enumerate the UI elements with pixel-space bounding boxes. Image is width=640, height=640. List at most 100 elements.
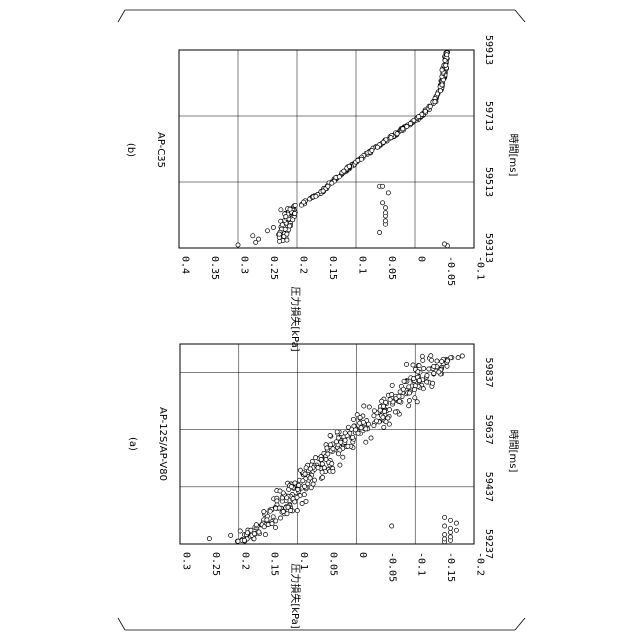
data-point [293,203,297,207]
data-point [320,470,324,474]
data-point [262,525,266,529]
data-point [382,425,386,429]
data-point [343,431,347,435]
data-point [425,380,429,384]
data-point [285,496,289,500]
data-point [295,509,299,513]
data-point [245,531,249,535]
y-tick-label: 0.05 [328,552,339,576]
data-point [316,466,320,470]
data-point [448,518,452,522]
data-point [297,483,301,487]
data-point [288,207,292,211]
data-point [252,532,256,536]
data-point [283,227,287,231]
data-point [412,377,416,381]
data-point [265,518,269,522]
frame-bottom-left [118,618,125,630]
x-tick-label: 59313 [483,233,494,263]
data-point [374,419,378,423]
y-tick-label: 0 [357,552,368,558]
data-point [339,440,343,444]
data-point [364,427,368,431]
data-point [291,218,295,222]
data-point [413,396,417,400]
data-point [386,191,390,195]
data-point [277,232,281,236]
data-point [421,358,425,362]
data-point [351,435,355,439]
data-point [381,184,385,188]
data-point [390,524,394,528]
data-point [285,238,289,242]
data-point [383,211,387,215]
frame-top-left [118,10,125,22]
data-point [302,200,306,204]
data-point [289,485,293,489]
data-point [236,243,240,247]
data-point [301,479,305,483]
plot-frame-b [179,50,474,248]
data-point [407,391,411,395]
data-point [425,373,429,377]
data-point [319,457,323,461]
data-point [402,379,406,383]
data-point [270,522,274,526]
y-axis-label-b: 圧力損失[kPa] [289,286,302,351]
data-point [359,426,363,430]
data-point [265,229,269,233]
data-point [413,384,417,388]
data-point [384,420,388,424]
y-tick-label: 0 [416,256,427,262]
data-point [324,457,328,461]
data-point [397,394,401,398]
data-point [262,510,266,514]
data-point [404,362,408,366]
x-axis-label-b: 時間[ms] [507,134,519,177]
data-point [407,399,411,403]
data-point [346,425,350,429]
grid-b [179,50,474,248]
data-point [326,184,330,188]
data-point [343,438,347,442]
y-tick-label: -0.15 [445,552,456,582]
y-tick-labels-b: 0.40.350.30.250.20.150.10.050-0.05-0.1 [180,256,486,286]
data-point [271,515,275,519]
data-point [412,388,416,392]
data-point [387,408,391,412]
data-point [341,455,345,459]
y-tick-label: 0.15 [269,552,280,576]
data-point [442,242,446,246]
data-point [336,436,340,440]
data-point [431,381,435,385]
data-point [236,539,240,543]
data-point [285,232,289,236]
data-point [417,115,421,119]
data-point [342,169,346,173]
data-point [321,475,325,479]
frame-top-right [515,10,525,22]
data-point [393,410,397,414]
data-point [383,219,387,223]
data-point [302,484,306,488]
y-tick-label: 0.1 [357,256,368,274]
scatter-points-a [207,354,464,544]
data-point [378,230,382,234]
data-point [242,538,246,542]
data-point [308,476,312,480]
x-tick-label: 59437 [483,472,494,502]
data-point [314,456,318,460]
data-point [338,463,342,467]
data-point [364,440,368,444]
y-tick-label: -0.05 [445,256,456,286]
data-point [375,145,379,149]
data-point [308,467,312,471]
data-point [358,415,362,419]
data-point [429,354,433,358]
data-point [352,424,356,428]
data-point [351,417,355,421]
data-point [367,405,371,409]
data-point [445,359,449,363]
data-point [346,444,350,448]
frame-bottom-right [515,618,525,630]
